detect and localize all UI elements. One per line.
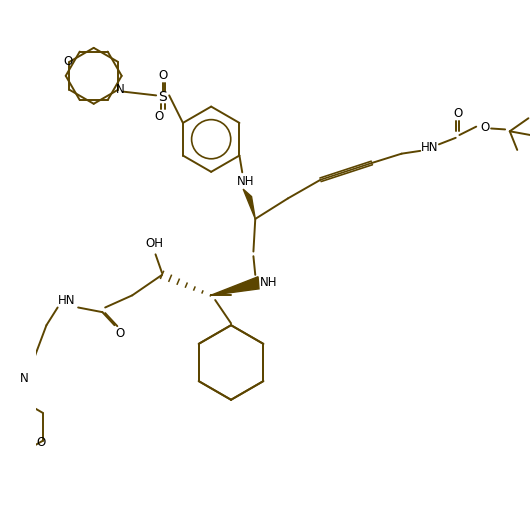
Text: OH: OH — [146, 237, 164, 250]
Text: NH: NH — [237, 175, 255, 188]
Text: S: S — [158, 90, 167, 104]
Text: N: N — [116, 84, 124, 96]
Text: O: O — [480, 121, 489, 134]
Text: O: O — [116, 327, 125, 340]
Text: N: N — [20, 372, 29, 385]
Text: NH: NH — [260, 276, 277, 289]
Text: HN: HN — [421, 140, 438, 154]
Polygon shape — [243, 189, 255, 219]
Text: O: O — [36, 436, 46, 449]
Text: O: O — [158, 69, 167, 82]
Text: O: O — [154, 110, 164, 123]
Polygon shape — [210, 277, 259, 295]
Text: HN: HN — [58, 294, 76, 307]
Text: O: O — [453, 107, 462, 120]
Text: O: O — [63, 55, 72, 68]
